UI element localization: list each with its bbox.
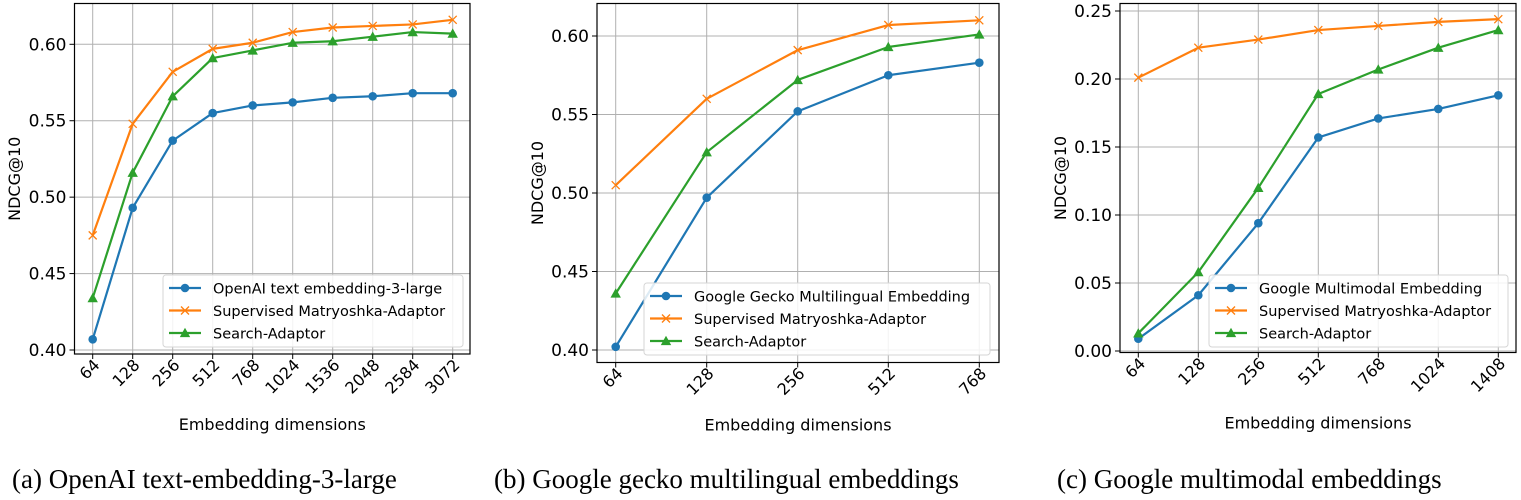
x-axis-label: Embedding dimensions xyxy=(704,416,891,435)
x-tick-label: 128 xyxy=(1174,354,1209,389)
y-axis-label: NDCG@10 xyxy=(5,137,24,221)
y-tick-label: 0.60 xyxy=(551,27,589,47)
legend: Google Gecko Multilingual Embedding Super… xyxy=(643,282,991,356)
x-tick-label: 512 xyxy=(864,364,899,399)
series-triangle xyxy=(87,26,458,303)
caption-c: (c) Google multimodal embeddings xyxy=(1057,464,1442,494)
series-x xyxy=(1133,14,1503,83)
y-axis: 0.40 0.45 0.50 0.55 0.60 NDCG@10 xyxy=(528,27,597,361)
x-tick-label: 1024 xyxy=(1407,354,1449,396)
x-tick-label: 64 xyxy=(599,364,627,392)
legend-label: Google Gecko Multilingual Embedding xyxy=(694,290,970,306)
y-axis-label: NDCG@10 xyxy=(528,141,547,225)
x-tick-label: 1408 xyxy=(1467,354,1509,396)
x-tick-label: 128 xyxy=(682,364,717,399)
legend-label: Google Multimodal Embedding xyxy=(1259,282,1482,298)
y-tick-label: 0.15 xyxy=(1074,138,1112,158)
legend-label: Supervised Matryoshka-Adaptor xyxy=(1259,304,1491,320)
x-tick-label: 256 xyxy=(148,355,183,390)
x-tick-label: 3072 xyxy=(421,355,463,397)
legend-label: OpenAI text embedding-3-large xyxy=(213,282,442,298)
y-tick-label: 0.40 xyxy=(29,341,67,361)
legend-label: Supervised Matryoshka-Adaptor xyxy=(213,304,445,320)
plot-frame xyxy=(1119,2,1517,354)
series-x xyxy=(611,15,984,190)
x-tick-label: 2584 xyxy=(381,355,423,397)
series-triangle xyxy=(1133,24,1504,338)
x-tick-label: 768 xyxy=(955,364,990,399)
legend-label: Search-Adaptor xyxy=(213,327,325,343)
x-tick-label: 2048 xyxy=(341,355,383,397)
y-tick-label: 0.60 xyxy=(29,35,67,55)
series-circle xyxy=(611,58,984,352)
x-axis: 64 128 256 512 768 1024 1408 Embedding dimensio… xyxy=(1121,352,1509,433)
y-tick-label: 0.20 xyxy=(1074,70,1112,90)
y-tick-label: 0.40 xyxy=(551,341,589,361)
legend-label: Search-Adaptor xyxy=(694,335,806,351)
caption-a: (a) OpenAI text-embedding-3-large xyxy=(12,464,397,494)
plot-frame xyxy=(73,2,471,355)
x-tick-label: 128 xyxy=(108,355,143,390)
x-tick-label: 64 xyxy=(1121,354,1149,382)
chart-a: 0.40 0.45 0.50 0.55 0.60 NDCG@10 64 128 256 512 76… xyxy=(5,2,471,434)
x-tick-label: 768 xyxy=(228,355,263,390)
y-tick-label: 0.25 xyxy=(1074,2,1112,22)
x-tick-label: 1536 xyxy=(301,355,343,397)
series-circle xyxy=(1134,91,1503,344)
x-tick-label: 64 xyxy=(76,355,104,383)
legend: Google Multimodal Embedding Supervised Ma… xyxy=(1208,274,1509,348)
series-circle xyxy=(88,88,458,344)
y-tick-label: 0.00 xyxy=(1074,342,1112,362)
y-tick-label: 0.50 xyxy=(29,188,67,208)
chart-c: 0.00 0.05 0.10 0.15 0.20 0.25 NDCG@10 64 128 256 5… xyxy=(1051,2,1517,433)
legend-label: Supervised Matryoshka-Adaptor xyxy=(694,312,926,328)
y-tick-label: 0.45 xyxy=(29,265,67,285)
x-axis-label: Embedding dimensions xyxy=(1224,414,1411,433)
series-x xyxy=(88,15,458,240)
legend-label: Search-Adaptor xyxy=(1259,327,1371,343)
grid xyxy=(74,3,470,354)
plot-frame xyxy=(596,2,1000,364)
y-tick-label: 0.45 xyxy=(551,263,589,283)
y-axis: 0.00 0.05 0.10 0.15 0.20 0.25 NDCG@10 xyxy=(1051,2,1120,362)
x-tick-label: 1024 xyxy=(261,355,303,397)
x-tick-label: 512 xyxy=(1294,354,1329,389)
y-tick-label: 0.05 xyxy=(1074,274,1112,294)
series-triangle xyxy=(610,29,985,298)
y-tick-label: 0.10 xyxy=(1074,206,1112,226)
x-axis-label: Embedding dimensions xyxy=(179,415,366,434)
x-axis: 64 128 256 512 768 Embedding dimensions xyxy=(599,362,990,435)
y-axis: 0.40 0.45 0.50 0.55 0.60 NDCG@10 xyxy=(5,35,75,361)
y-tick-label: 0.50 xyxy=(551,184,589,204)
chart-b: 0.40 0.45 0.50 0.55 0.60 NDCG@10 64 128 256 512 76… xyxy=(528,2,1000,435)
y-axis-label: NDCG@10 xyxy=(1051,136,1070,220)
x-tick-label: 256 xyxy=(1234,354,1269,389)
y-tick-label: 0.55 xyxy=(551,106,589,126)
caption-b: (b) Google gecko multilingual embeddings xyxy=(494,464,959,494)
x-tick-label: 256 xyxy=(773,364,808,399)
legend: OpenAI text embedding-3-large Supervised … xyxy=(162,274,464,348)
y-tick-label: 0.55 xyxy=(29,112,67,132)
x-tick-label: 512 xyxy=(188,355,223,390)
x-tick-label: 768 xyxy=(1354,354,1389,389)
